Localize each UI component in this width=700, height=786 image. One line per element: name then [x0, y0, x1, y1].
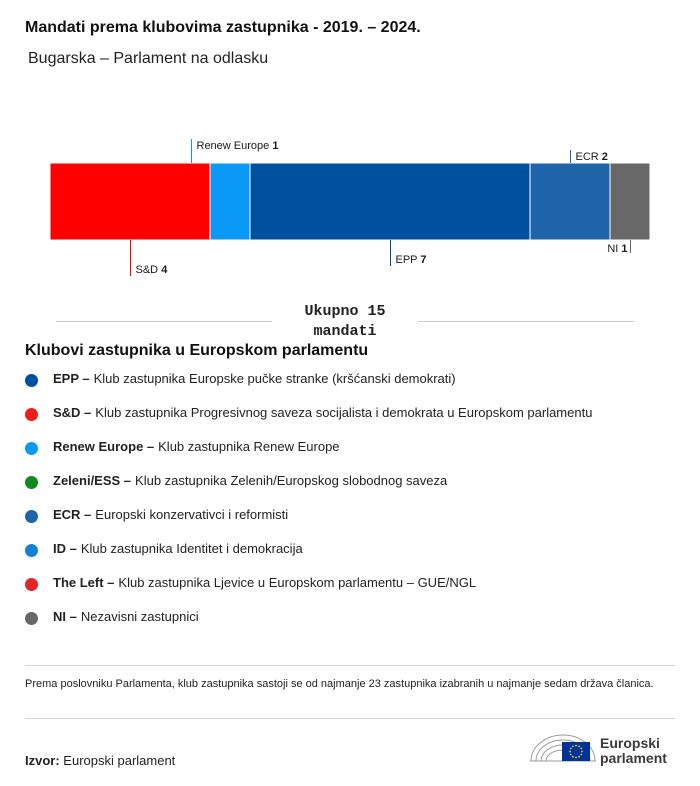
legend-description: Klub zastupnika Zelenih/Europskog slobod…	[135, 473, 448, 488]
legend-dot-icon	[25, 544, 38, 557]
logo-line2: parlament	[600, 750, 667, 766]
legend-description: Europski konzervativci i reformisti	[95, 507, 289, 522]
eu-star-icon	[569, 747, 572, 750]
source-line: Izvor: Europski parlament	[25, 753, 175, 768]
legend-description: Nezavisni zastupnici	[80, 609, 199, 624]
eu-star-icon	[580, 753, 583, 756]
chart-title: Mandati prema klubovima zastupnika - 201…	[25, 19, 421, 36]
eu-flag-icon	[562, 742, 590, 761]
bar-segment-renew-europe	[209, 162, 251, 241]
legend-description: Klub zastupnika Renew Europe	[158, 439, 340, 454]
legend-title: Klubovi zastupnika u Europskom parlament…	[25, 342, 369, 359]
bar-segment-s-d	[49, 162, 211, 241]
segment-label-epp: EPP 7	[396, 254, 427, 266]
legend: EPP – Klub zastupnika Europske pučke stra…	[25, 371, 685, 643]
legend-abbreviation: Renew Europe –	[53, 439, 155, 454]
legend-dot-icon	[25, 442, 38, 455]
legend-dot-icon	[25, 476, 38, 489]
chart-subtitle: Bugarska – Parlament na odlasku	[28, 50, 269, 67]
segment-label-ecr: ECR 2	[576, 151, 608, 163]
legend-item: Renew Europe – Klub zastupnika Renew Euro…	[25, 439, 685, 473]
divider	[25, 718, 675, 719]
legend-abbreviation: S&D –	[53, 405, 92, 420]
total-divider-right	[418, 321, 634, 322]
eu-star-icon	[572, 755, 574, 758]
bar-segment-ni	[609, 162, 651, 241]
eu-star-icon	[572, 745, 574, 748]
legend-dot-icon	[25, 578, 38, 591]
segment-label-ni: NI 1	[607, 243, 627, 255]
segment-label-renew-europe: Renew Europe 1	[197, 140, 279, 152]
logo-line1: Europski	[600, 735, 660, 751]
eu-star-icon	[575, 744, 577, 747]
logo-text: Europski parlament	[600, 736, 667, 766]
legend-item: S&D – Klub zastupnika Progresivnog saveza…	[25, 405, 685, 439]
eu-star-icon	[578, 745, 580, 748]
bar-segment-epp	[249, 162, 531, 241]
stacked-bar-chart: S&D 4 Renew Europe 1 EPP 7 ECR 2 NI 1	[49, 139, 651, 276]
legend-description: Klub zastupnika Europske pučke stranke (…	[93, 371, 456, 386]
legend-abbreviation: EPP –	[53, 371, 90, 386]
legend-item: ECR – Europski konzervativci i reformisti	[25, 507, 685, 541]
legend-item: NI – Nezavisni zastupnici	[25, 609, 685, 643]
eu-star-icon	[569, 750, 571, 753]
legend-abbreviation: ECR –	[53, 507, 92, 522]
eu-star-icon	[581, 750, 583, 753]
legend-abbreviation: Zeleni/ESS –	[53, 473, 132, 488]
eu-star-icon	[575, 756, 577, 759]
legend-description: Klub zastupnika Identitet i demokracija	[80, 541, 303, 556]
legend-dot-icon	[25, 612, 38, 625]
eu-star-icon	[580, 747, 583, 750]
divider	[25, 665, 675, 666]
legend-dot-icon	[25, 510, 38, 523]
segment-label-s-d: S&D 4	[136, 264, 169, 276]
legend-item: Zeleni/ESS – Klub zastupnika Zelenih/Euro…	[25, 473, 685, 507]
source-value: Europski parlament	[63, 753, 176, 768]
legend-dot-icon	[25, 374, 38, 387]
legend-description: Klub zastupnika Ljevice u Europskom parl…	[118, 575, 477, 590]
bar-segment-ecr	[529, 162, 611, 241]
legend-item: ID – Klub zastupnika Identitet i demokrac…	[25, 541, 685, 575]
eu-star-icon	[569, 753, 572, 756]
total-divider-left	[56, 321, 272, 322]
legend-abbreviation: ID –	[53, 541, 77, 556]
eu-star-icon	[578, 755, 580, 758]
legend-item: The Left – Klub zastupnika Ljevice u Euro…	[25, 575, 685, 609]
legend-item: EPP – Klub zastupnika Europske pučke stra…	[25, 371, 685, 405]
total-seats-label: Ukupno 15 mandati	[304, 303, 386, 340]
legend-description: Klub zastupnika Progresivnog saveza soci…	[95, 405, 593, 420]
legend-abbreviation: The Left –	[53, 575, 115, 590]
european-parliament-logo	[530, 734, 596, 762]
source-label: Izvor:	[25, 753, 60, 768]
legend-abbreviation: NI –	[53, 609, 77, 624]
footnote: Prema poslovniku Parlamenta, klub zastup…	[25, 678, 654, 690]
legend-dot-icon	[25, 408, 38, 421]
